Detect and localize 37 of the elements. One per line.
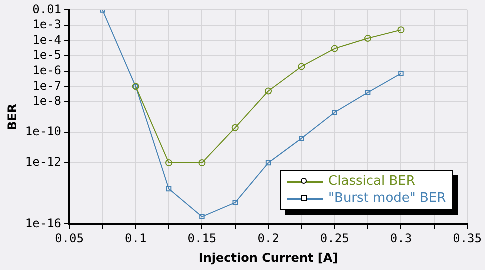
point	[266, 160, 272, 166]
y-tick-label: 1e-12	[25, 155, 62, 170]
point	[232, 200, 238, 206]
y-tick-label: 0.01	[32, 2, 62, 16]
point	[364, 35, 372, 42]
y-axis-title: BER	[5, 104, 20, 130]
point	[265, 88, 272, 95]
x-axis-title: Injection Current [A]	[198, 250, 338, 265]
y-tick-label: 1e-6	[32, 63, 62, 78]
y-tick-label: 1e-7	[32, 78, 62, 93]
point	[200, 214, 205, 220]
x-tick-label: 0.05	[55, 232, 84, 246]
x-tick-label: 0.35	[453, 232, 482, 246]
y-tick-label: 1e-10	[25, 124, 62, 139]
y-tick-label: 1e-4	[32, 32, 62, 47]
point	[166, 186, 172, 192]
y-tick-label: 1e-8	[32, 94, 62, 108]
x-tick-label: 0.1	[125, 232, 147, 246]
point	[232, 124, 239, 132]
legend-label: Classical BER	[328, 173, 416, 190]
y-tick-label: 1e-16	[25, 216, 62, 230]
x-tick-label: 0.2	[258, 232, 280, 246]
point	[299, 136, 304, 142]
point	[198, 160, 206, 167]
point	[332, 110, 338, 116]
point	[365, 90, 371, 96]
x-tick-label: 0.25	[320, 232, 350, 246]
legend-label: "Burst mode" BER	[328, 190, 446, 208]
y-tick-label: 1e-3	[32, 18, 62, 32]
x-tick-label: 0.3	[390, 232, 412, 246]
point	[398, 26, 405, 34]
point	[298, 63, 306, 70]
point	[398, 71, 404, 76]
point	[166, 160, 173, 167]
y-tick-label: 1e-5	[32, 48, 62, 62]
point	[331, 45, 338, 52]
x-tick-label: 0.15	[188, 232, 217, 246]
